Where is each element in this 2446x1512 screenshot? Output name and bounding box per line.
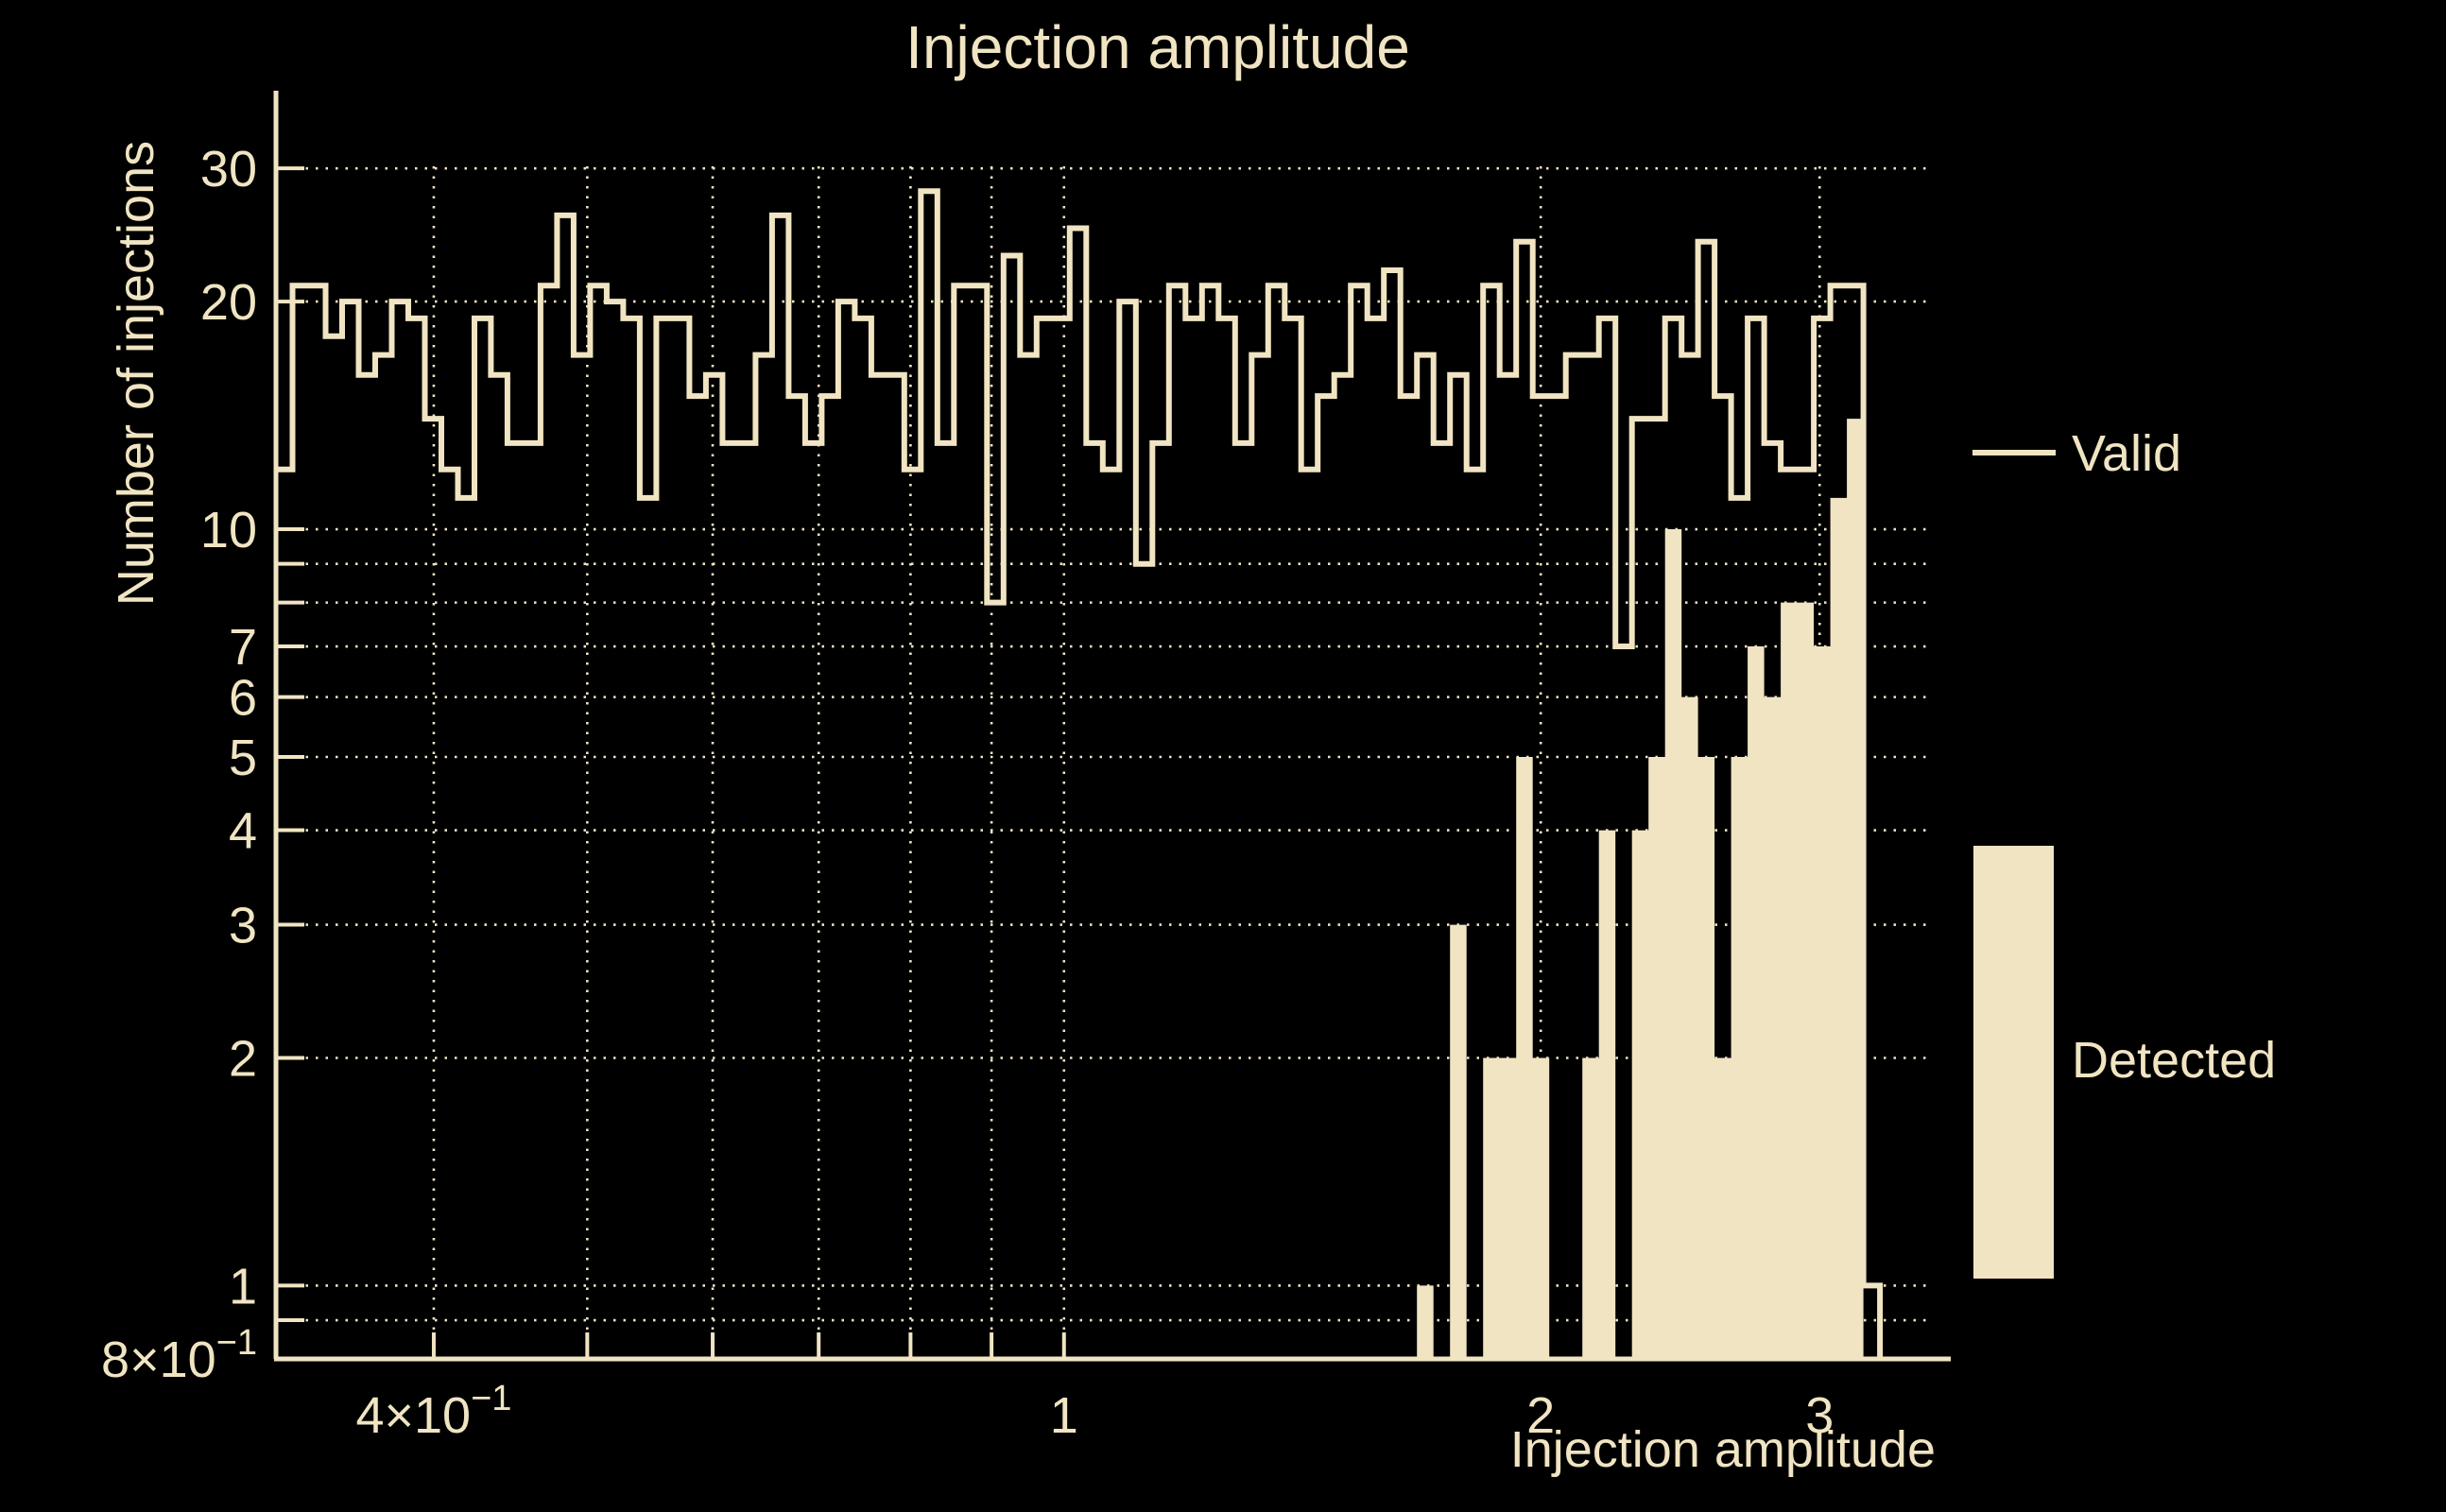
y-axis-title: Number of injections [108,141,164,606]
legend-valid-label: Valid [2072,425,2181,482]
legend-detected-label: Detected [2072,1032,2276,1089]
y-tick-label: 6 [229,670,257,727]
histogram-series [276,188,1884,1360]
y-tick-label: 1 [229,1258,257,1314]
y-tick-label: 4 [229,803,257,860]
y-tick-label: 5 [229,730,257,786]
y-tick-label: 7 [229,619,257,676]
y-tick-label: 30 [200,141,257,198]
x-tick-label: 3 [1805,1387,1834,1444]
x-tick-label: 2 [1526,1387,1555,1444]
y-tick-label: 8×10−1 [101,1323,257,1388]
legend: Valid Detected [1972,425,2276,1279]
valid-step-line [276,188,1884,1359]
x-tick-label: 4×10−1 [355,1379,511,1444]
y-tick-label: 10 [200,502,257,558]
y-tick-label: 2 [229,1030,257,1087]
detected-bars [1417,419,1864,1360]
x-tick-label: 1 [1050,1387,1078,1444]
chart-title: Injection amplitude [905,13,1410,81]
axis-lines [273,91,1951,1362]
tick-labels: 30 20 10 765 4 3 2 1 8×10−1 4×10−1 1 2 3 [101,141,1834,1444]
x-axis-title: Injection amplitude [1510,1421,1936,1478]
legend-detected-box-sample [1973,846,2054,1279]
y-tick-label: 20 [200,274,257,331]
y-tick-label: 3 [229,898,257,954]
